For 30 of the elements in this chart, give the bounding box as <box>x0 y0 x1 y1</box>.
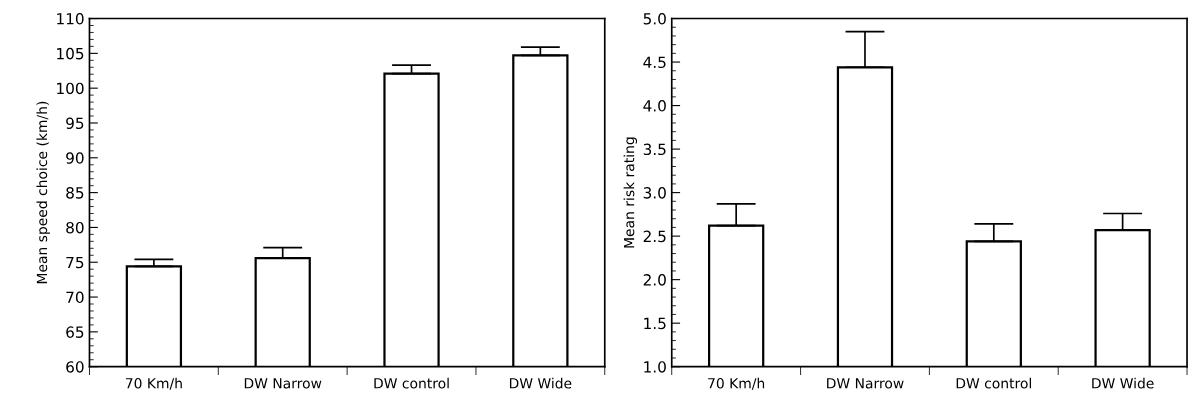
x-tick-label: 70 Km/h <box>708 377 765 390</box>
y-tick-label: 3.0 <box>643 187 666 199</box>
y-axis-title: Mean speed choice (km/h) <box>36 101 50 284</box>
y-tick-label: 5.0 <box>643 13 666 25</box>
x-tick-label: DW Narrow <box>244 378 322 389</box>
y-tick-label: 95 <box>66 117 84 129</box>
x-tick-label: DW control <box>374 377 449 389</box>
x-tick-label: 70 Km/h <box>125 377 182 390</box>
y-tick-label: 105 <box>57 47 84 60</box>
y-tick-label: 60 <box>66 361 84 373</box>
y-tick-label: 90 <box>66 152 84 164</box>
x-tick-label: DW control <box>956 377 1031 389</box>
y-axis-title: Mean risk rating <box>623 137 638 248</box>
y-tick-label: 80 <box>66 221 84 234</box>
x-tick-label: DW Wide <box>509 377 572 389</box>
y-tick-label: 85 <box>66 187 84 199</box>
y-tick-label: 4.5 <box>643 56 666 69</box>
y-tick-label: 100 <box>57 82 84 95</box>
y-tick-label: 110 <box>57 13 84 25</box>
y-tick-label: 75 <box>66 256 84 269</box>
y-tick-label: 65 <box>66 326 84 338</box>
x-tick-label: DW Narrow <box>827 378 904 389</box>
y-tick-label: 1.5 <box>644 317 666 330</box>
y-tick-label: 4.0 <box>643 100 666 112</box>
y-tick-label: 2.5 <box>643 230 666 243</box>
y-tick-label: 1.0 <box>644 361 666 373</box>
y-tick-label: 2.0 <box>643 274 666 286</box>
x-tick-label: DW Wide <box>1092 377 1154 389</box>
y-tick-label: 3.5 <box>643 143 666 156</box>
y-tick-label: 70 <box>66 291 84 304</box>
